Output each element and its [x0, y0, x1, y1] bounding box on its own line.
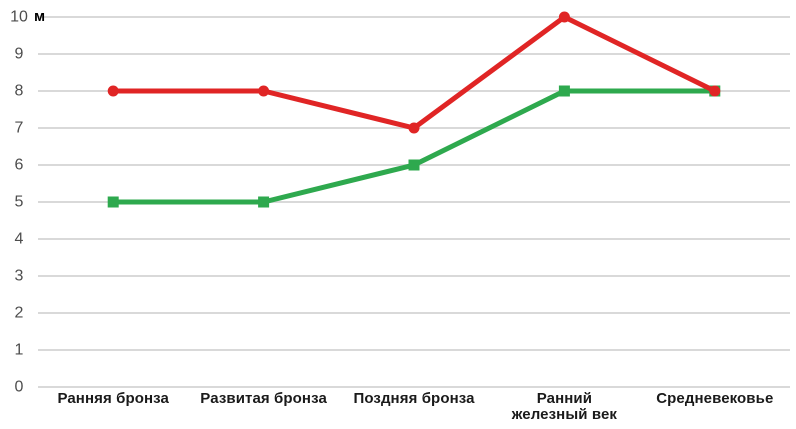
marker-circle-red [258, 85, 270, 97]
marker-circle-red [558, 11, 570, 23]
x-category-label: Развитая бронза [200, 390, 327, 407]
y-tick-label: 5 [15, 194, 24, 211]
y-tick-label: 7 [15, 120, 24, 137]
x-category-label: Средневековье [656, 390, 774, 407]
y-tick-label: 0 [15, 379, 24, 396]
marker-square-green [558, 85, 570, 97]
marker-circle-red [107, 85, 119, 97]
y-tick-label: 8 [15, 83, 24, 100]
marker-square-green [408, 159, 420, 171]
y-tick-label: 6 [15, 157, 24, 174]
y-axis-unit-label: м [34, 8, 46, 25]
marker-square-green [107, 196, 119, 208]
y-tick-label: 10 [10, 9, 28, 26]
marker-circle-red [408, 122, 420, 134]
x-category-label: Поздняя бронза [353, 390, 475, 407]
y-tick-label: 2 [15, 305, 24, 322]
y-tick-label: 3 [15, 268, 24, 285]
y-tick-label: 1 [15, 342, 24, 359]
y-tick-label: 4 [15, 231, 24, 248]
marker-circle-red [709, 85, 721, 97]
x-category-label: Ранний железный век [511, 390, 618, 423]
marker-square-green [258, 196, 270, 208]
series-line-red [113, 14, 716, 131]
x-category-label: Ранняя бронза [57, 390, 169, 407]
series-line-green [113, 88, 715, 205]
y-tick-label: 9 [15, 46, 24, 63]
